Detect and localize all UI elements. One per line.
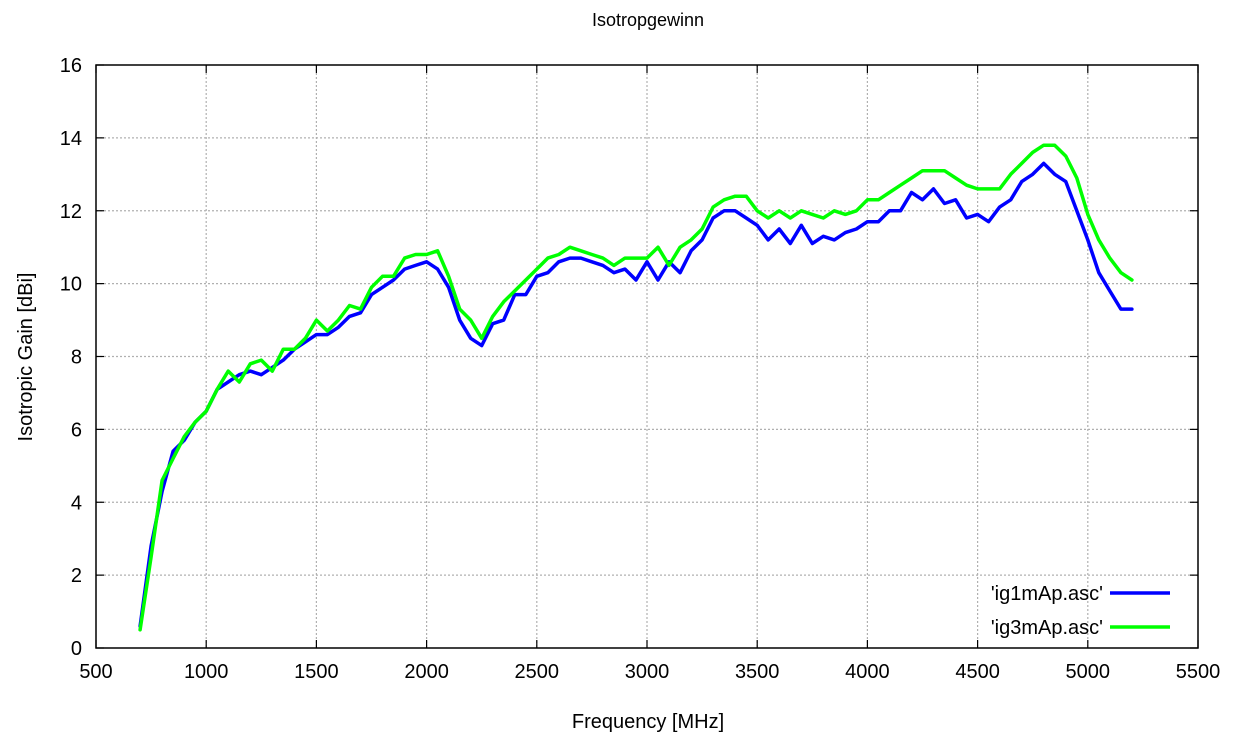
y-tick-label: 0: [71, 638, 82, 660]
y-tick-label: 12: [60, 201, 82, 223]
x-tick-label: 2500: [515, 661, 560, 683]
chart-title: Isotropgewinn: [592, 10, 704, 30]
x-axis-label: Frequency [MHz]: [572, 711, 724, 733]
x-tick-label: 5000: [1066, 661, 1111, 683]
series-line-0: [138, 161, 1134, 628]
y-tick-label: 10: [60, 274, 82, 296]
y-tick-label: 2: [71, 565, 82, 587]
y-tick-label: 14: [60, 128, 82, 150]
y-tick-label: 6: [71, 419, 82, 441]
y-tick-label: 4: [71, 492, 82, 514]
y-tick-label: 16: [60, 55, 82, 77]
y-axis-label: Isotropic Gain [dBi]: [15, 273, 37, 442]
grid: [96, 65, 1198, 648]
y-tick-label: 8: [71, 347, 82, 369]
legend: 'ig1mAp.asc' 'ig3mAp.asc': [991, 583, 1170, 639]
y-tick-labels: 0 2 4 6 8 10 12 14 16: [60, 55, 82, 660]
series-line-1: [138, 143, 1134, 632]
x-tick-label: 5500: [1176, 661, 1221, 683]
x-tick-label: 3500: [735, 661, 780, 683]
x-tick-label: 4500: [955, 661, 1000, 683]
x-tick-label: 4000: [845, 661, 890, 683]
x-tick-label: 2000: [404, 661, 449, 683]
legend-label-ig1mAp: 'ig1mAp.asc': [991, 583, 1103, 605]
x-tick-label: 1500: [294, 661, 339, 683]
plot-frame: [95, 64, 1199, 649]
x-tick-label: 3000: [625, 661, 670, 683]
x-tick-label: 500: [79, 661, 112, 683]
legend-label-ig3mAp: 'ig3mAp.asc': [991, 617, 1103, 639]
series-lines: [138, 143, 1134, 632]
x-tick-label: 1000: [184, 661, 229, 683]
x-tick-labels: 500 1000 1500 2000 2500 3000 3500 4000 4500 5000 5…: [79, 661, 1220, 683]
